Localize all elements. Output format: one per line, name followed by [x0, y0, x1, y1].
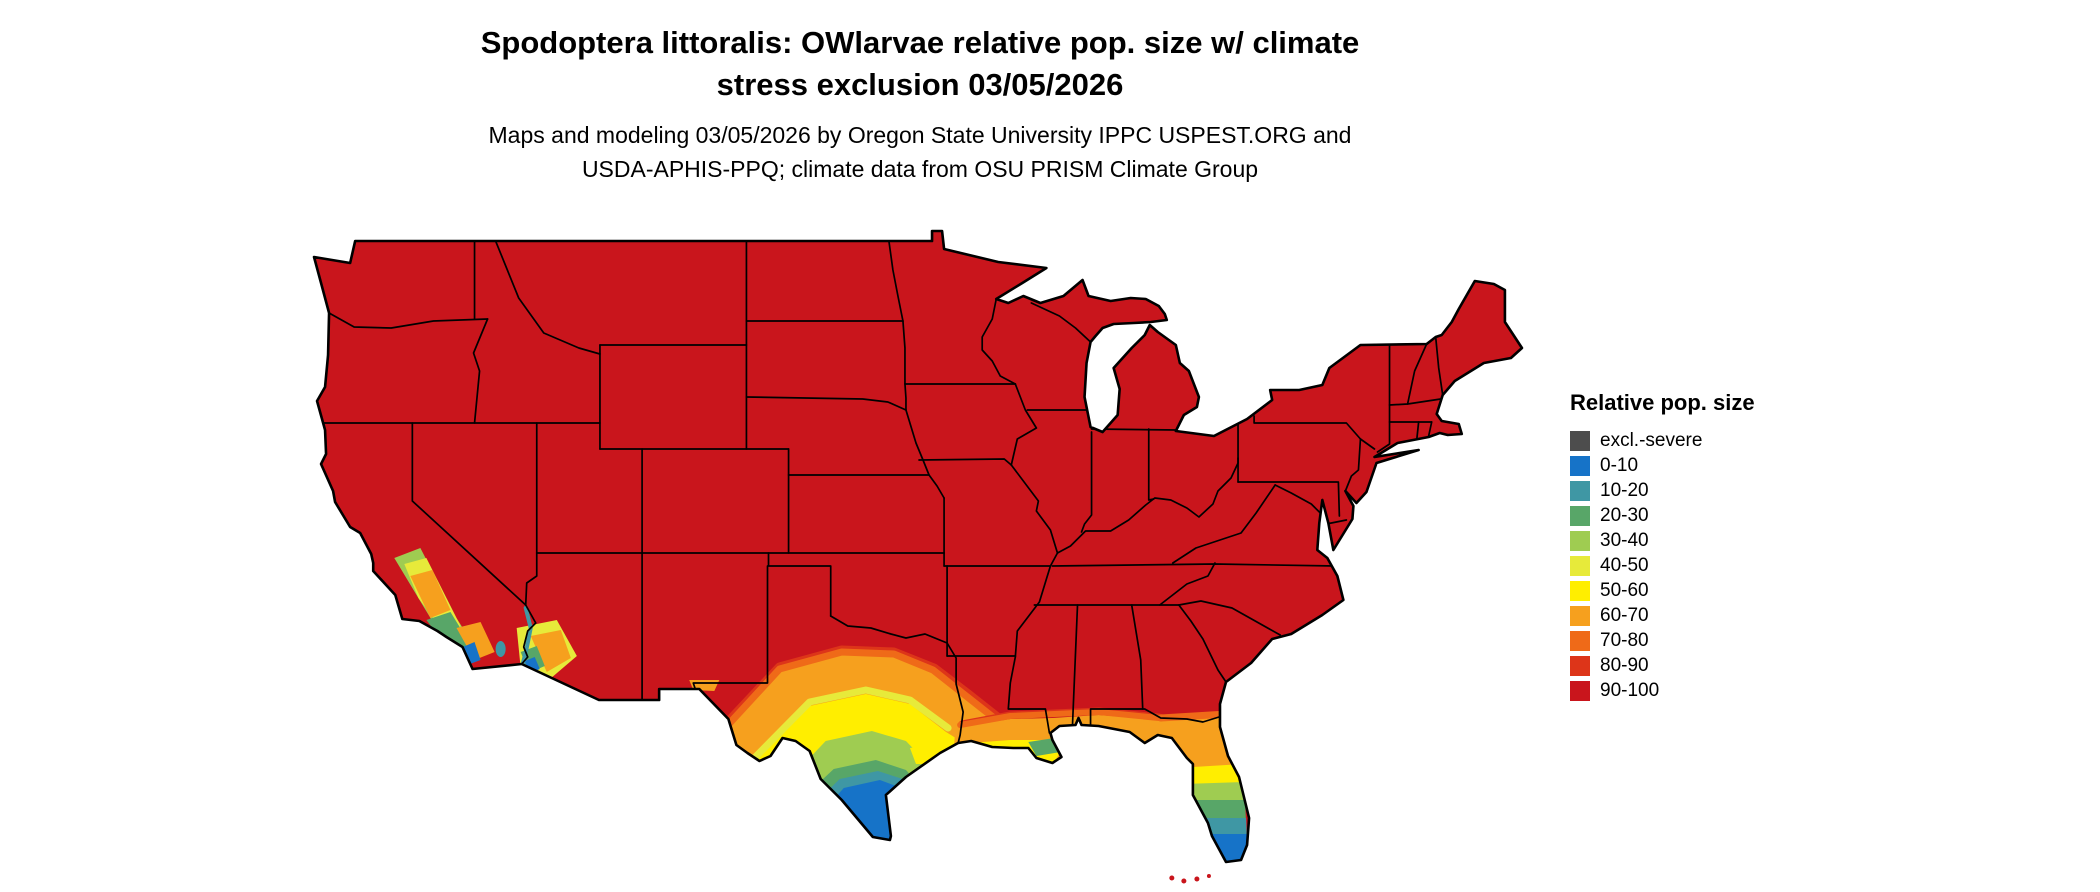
legend-swatch-60-70: [1570, 605, 1590, 626]
legend-label: 80-90: [1600, 654, 1649, 676]
legend-label: 70-80: [1600, 629, 1649, 651]
arizona-patches: [516, 606, 720, 691]
legend-item: 50-60: [1570, 578, 1755, 603]
state-borders: [321, 240, 1444, 744]
map-subtitle: Maps and modeling 03/05/2026 by Oregon S…: [258, 118, 1582, 186]
legend-swatch-30-40: [1570, 530, 1590, 551]
legend-item: 20-30: [1570, 503, 1755, 528]
florida-keys: [1169, 874, 1211, 884]
legend-label: 20-30: [1600, 504, 1649, 526]
legend-label: 0-10: [1600, 454, 1639, 476]
legend-label: 60-70: [1600, 604, 1649, 626]
florida-gradient: [1157, 710, 1250, 862]
legend-item: 80-90: [1570, 653, 1755, 678]
legend-label: 30-40: [1600, 529, 1649, 551]
legend-title: Relative pop. size: [1570, 390, 1755, 415]
subtitle-line-1: Maps and modeling 03/05/2026 by Oregon S…: [488, 122, 1352, 148]
legend-item: 30-40: [1570, 528, 1755, 553]
legend-swatch-70-80: [1570, 630, 1590, 651]
legend-label: 90-100: [1600, 679, 1660, 701]
legend-swatch-40-50: [1570, 555, 1590, 576]
legend-swatch-20-30: [1570, 505, 1590, 526]
us-choropleth-svg: [312, 229, 1524, 884]
legend-swatch-10-20: [1570, 480, 1590, 501]
legend-item: 0-10: [1570, 453, 1755, 478]
legend-swatch-50-60: [1570, 580, 1590, 601]
legend-label: 10-20: [1600, 479, 1649, 501]
california-patches: [394, 548, 506, 666]
map-title: Spodoptera littoralis: OWlarvae relative…: [308, 22, 1532, 106]
legend-label: 50-60: [1600, 579, 1649, 601]
legend-item: 10-20: [1570, 478, 1755, 503]
legend-swatch-excl-severe: [1570, 430, 1590, 451]
subtitle-line-2: USDA-APHIS-PPQ; climate data from OSU PR…: [581, 156, 1259, 182]
salton-sea-patch: [495, 641, 506, 657]
legend-swatch-80-90: [1570, 655, 1590, 676]
legend-item: excl.-severe: [1570, 428, 1755, 453]
legend-swatch-90-100: [1570, 680, 1590, 701]
legend-item: 90-100: [1570, 678, 1755, 703]
legend-item: 60-70: [1570, 603, 1755, 628]
us-map: [308, 228, 1532, 884]
legend-label: 40-50: [1600, 554, 1649, 576]
texas-gradient: [717, 645, 1011, 862]
legend-item: 40-50: [1570, 553, 1755, 578]
legend: Relative pop. size excl.-severe 0-10 10-…: [1570, 390, 1755, 703]
legend-label: excl.-severe: [1600, 429, 1703, 451]
title-line-1: Spodoptera littoralis: OWlarvae relative…: [480, 25, 1360, 60]
title-line-2: stress exclusion 03/05/2026: [716, 67, 1124, 102]
legend-item: 70-80: [1570, 628, 1755, 653]
legend-swatch-0-10: [1570, 455, 1590, 476]
